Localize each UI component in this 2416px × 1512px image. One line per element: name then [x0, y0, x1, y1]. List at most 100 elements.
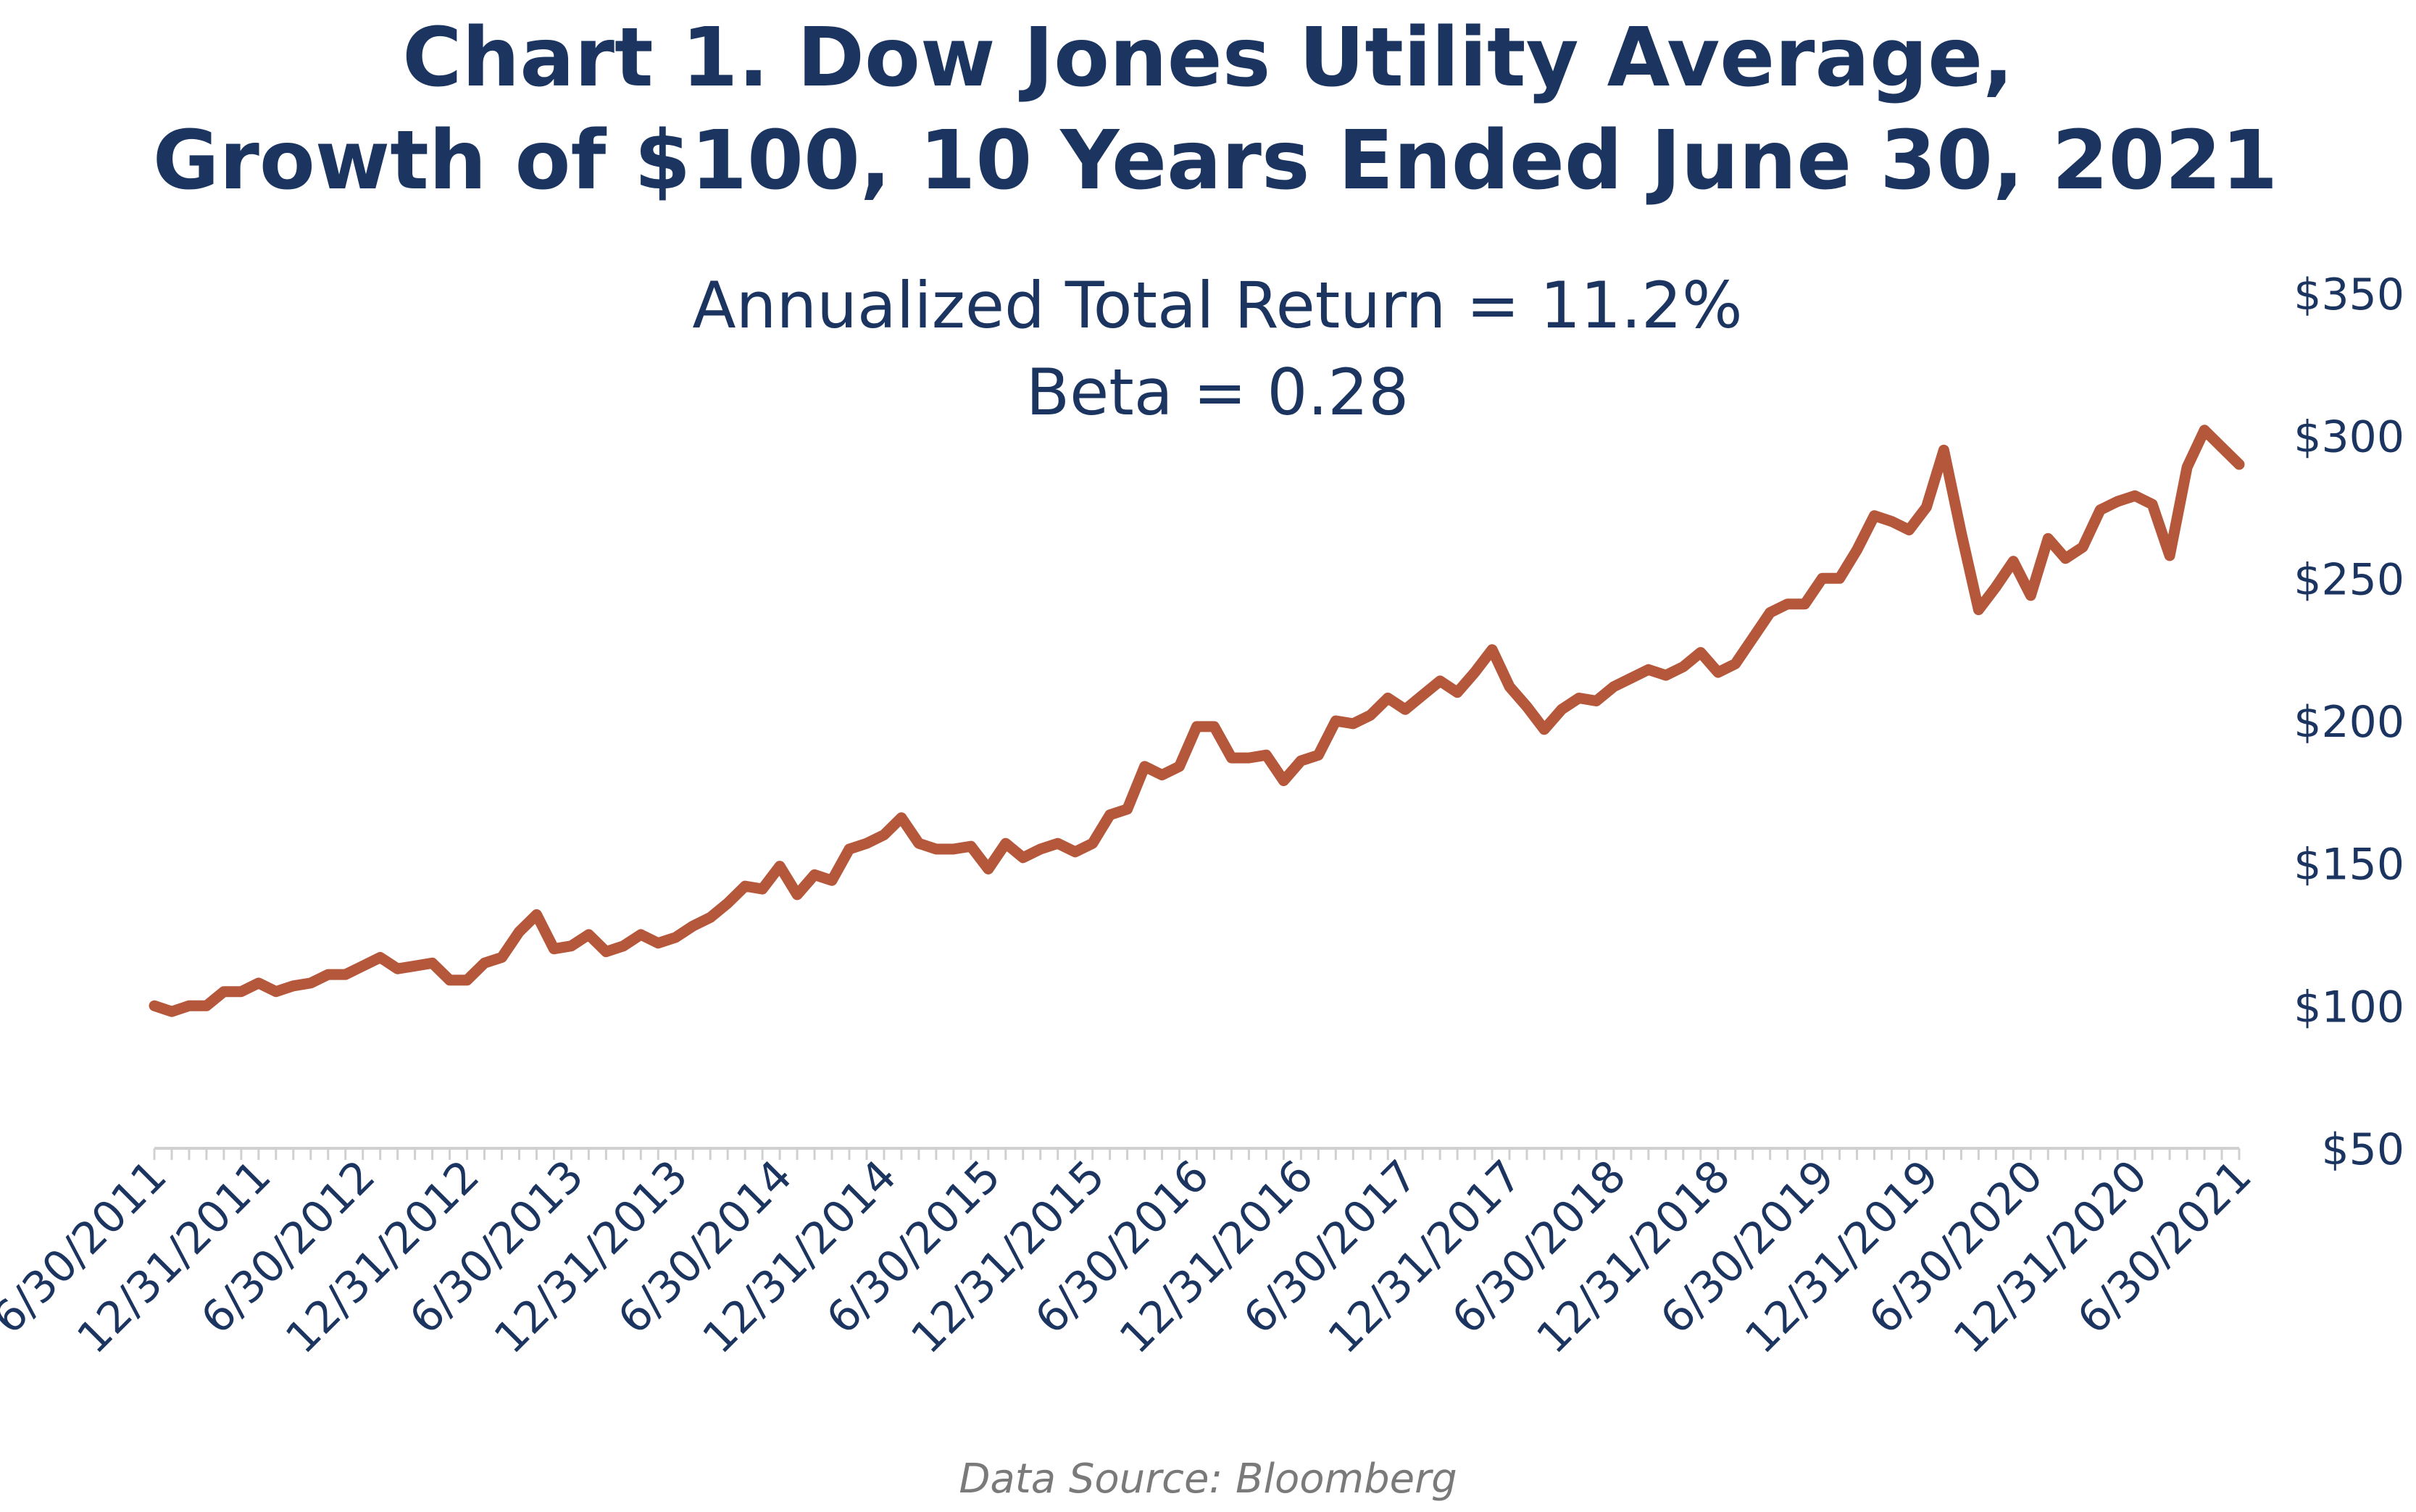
data-point	[636, 930, 646, 940]
data-point	[1175, 761, 1185, 772]
data-point	[201, 1001, 212, 1011]
data-point	[1522, 701, 1532, 711]
data-point	[254, 978, 264, 988]
data-point	[1417, 690, 1428, 701]
y-tick-label: $250	[2294, 554, 2404, 605]
data-point	[1696, 648, 1706, 658]
data-point	[1713, 667, 1723, 677]
data-point	[1956, 527, 1966, 538]
data-point	[2199, 425, 2209, 435]
data-point	[1140, 761, 1150, 772]
data-point	[532, 910, 542, 920]
data-point	[393, 964, 403, 974]
data-point	[1487, 645, 1497, 655]
data-point	[1278, 776, 1288, 786]
data-point	[1765, 608, 1775, 618]
x-axis: 6/30/201112/31/20116/30/201212/31/20126/…	[0, 1147, 2262, 1363]
data-point	[1018, 853, 1028, 863]
data-point	[914, 838, 924, 848]
data-point	[653, 938, 663, 948]
data-point	[2217, 442, 2227, 452]
chart-subtitle: Growth of $100, 10 Years Ended June 30, …	[153, 114, 2278, 208]
data-point	[149, 1001, 159, 1011]
data-point	[896, 813, 907, 823]
data-point	[341, 969, 351, 980]
data-point	[1678, 661, 1688, 672]
data-point	[1227, 753, 1237, 763]
chart-title: Chart 1. Dow Jones Utility Average,	[402, 11, 2013, 105]
data-point	[1817, 573, 1828, 583]
data-point	[618, 941, 628, 951]
data-point	[1626, 673, 1636, 683]
annualized-return-annotation: Annualized Total Return = 11.2%	[692, 268, 1742, 343]
data-point	[1400, 704, 1410, 714]
data-point	[1122, 804, 1133, 814]
series-layer	[149, 425, 2245, 1017]
data-point	[306, 978, 316, 988]
beta-annotation: Beta = 0.28	[1026, 355, 1409, 430]
data-point	[705, 912, 715, 922]
data-point	[1574, 693, 1584, 703]
data-point	[462, 975, 472, 985]
data-point	[949, 844, 959, 854]
data-point	[497, 953, 507, 963]
data-point	[1296, 756, 1306, 766]
data-point	[670, 932, 680, 943]
data-point	[1452, 688, 1462, 698]
data-source-note: Data Source: Bloomberg	[959, 1455, 1457, 1503]
data-point	[2130, 490, 2140, 501]
data-point	[1053, 838, 1063, 848]
data-point	[740, 881, 750, 891]
data-point	[688, 921, 698, 931]
data-point	[428, 958, 438, 968]
data-point	[2008, 556, 2018, 567]
data-point	[862, 838, 872, 848]
data-point	[1835, 573, 1845, 583]
data-point	[1330, 716, 1341, 726]
y-tick-label: $350	[2294, 270, 2404, 320]
data-point	[1991, 582, 2001, 592]
y-tick-label: $100	[2294, 982, 2404, 1032]
data-point	[375, 953, 386, 963]
data-point	[1904, 525, 1915, 535]
data-point	[1088, 838, 1098, 848]
data-point	[1748, 633, 1758, 643]
y-tick-label: $150	[2294, 840, 2404, 890]
data-point	[1365, 710, 1375, 720]
data-point	[2182, 462, 2192, 472]
data-point	[1644, 664, 1654, 674]
data-point	[1870, 511, 1880, 521]
data-point	[167, 1006, 177, 1016]
data-point	[566, 941, 576, 951]
data-point	[1244, 753, 1254, 763]
data-point	[1192, 722, 1202, 732]
data-point	[1157, 770, 1167, 780]
data-point	[757, 884, 767, 894]
data-point	[271, 987, 281, 997]
data-point	[1852, 545, 1862, 555]
data-point	[1887, 517, 1897, 527]
data-point	[1261, 750, 1271, 760]
data-point	[1661, 670, 1671, 680]
data-point	[1470, 667, 1480, 677]
data-point	[983, 864, 994, 874]
data-point	[2025, 590, 2036, 601]
data-point	[1609, 682, 1619, 692]
data-point	[410, 961, 420, 971]
series-line	[149, 425, 2245, 1017]
data-point	[966, 841, 976, 851]
data-point	[1591, 696, 1601, 706]
data-point	[515, 927, 525, 937]
data-point	[2095, 505, 2105, 515]
data-point	[809, 869, 820, 880]
data-point	[1348, 719, 1358, 729]
data-point	[480, 958, 490, 968]
data-point	[1504, 682, 1515, 692]
y-tick-label: $200	[2294, 697, 2404, 748]
data-point	[1001, 838, 1011, 848]
data-point	[931, 844, 941, 854]
data-point	[323, 969, 333, 980]
data-point	[1070, 847, 1080, 857]
data-point	[2165, 551, 2175, 561]
